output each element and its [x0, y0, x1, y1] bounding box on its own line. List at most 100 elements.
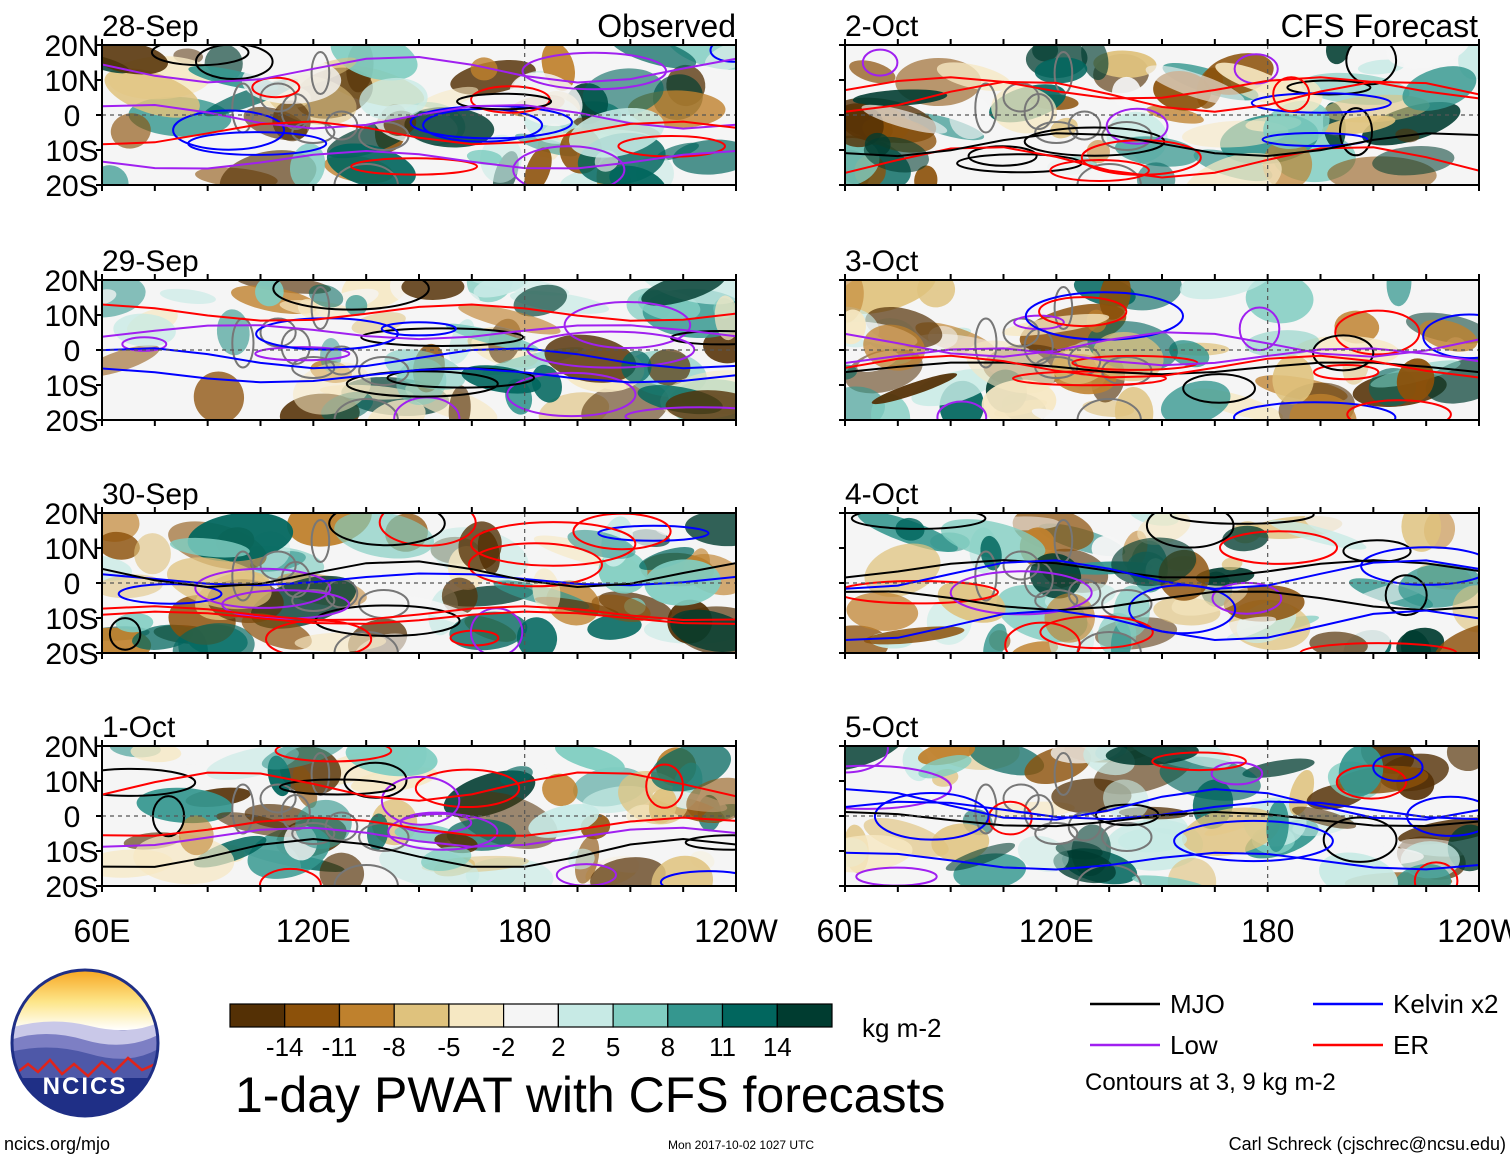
- colorbar-swatch: [612, 1003, 669, 1028]
- anomaly-contour: [328, 513, 446, 547]
- colorbar-swatch: [721, 1003, 778, 1028]
- pwat-anomaly-blob: [524, 147, 552, 185]
- legend-label: Kelvin x2: [1393, 989, 1499, 1019]
- pwat-anomaly-blob: [1169, 340, 1210, 368]
- anomaly-contour: [563, 301, 692, 349]
- anomaly-contour: [1038, 296, 1128, 328]
- anomaly-contour: [102, 324, 736, 341]
- pwat-anomaly-blob: [945, 842, 1016, 871]
- anomaly-contour: [1261, 132, 1369, 147]
- pwat-anomaly-blob: [241, 613, 312, 650]
- pwat-anomaly-blob: [845, 138, 880, 185]
- pwat-anomaly-blob: [1001, 313, 1110, 336]
- pwat-anomaly-blob: [1221, 557, 1243, 571]
- pwat-anomaly-blob: [366, 399, 426, 420]
- y-tick-label: 20N: [44, 498, 99, 531]
- panel-date-label: 29-Sep: [102, 245, 199, 278]
- y-tick-label: 20S: [45, 405, 98, 438]
- anomaly-contour: [380, 775, 461, 826]
- coastline: [1034, 822, 1079, 845]
- pwat-anomaly-blob: [416, 86, 479, 112]
- anomaly-contour: [387, 812, 499, 851]
- anomaly-contour: [1322, 816, 1398, 863]
- anomaly-contour: [278, 778, 397, 796]
- pwat-anomaly-blob: [449, 611, 528, 651]
- anomaly-contour: [102, 303, 736, 322]
- coastline: [1053, 286, 1074, 330]
- pwat-anomaly-blob: [509, 72, 583, 127]
- x-tick-label: 60E: [817, 913, 874, 949]
- colorbar-swatch: [557, 1003, 614, 1028]
- pwat-anomaly-blob: [1034, 57, 1088, 84]
- coastline: [1076, 163, 1142, 185]
- anomaly-contour: [1345, 45, 1398, 86]
- y-tick-label: 10S: [45, 135, 98, 168]
- y-tick-label: 20N: [44, 731, 99, 764]
- pwat-anomaly-blob: [1167, 857, 1217, 886]
- coastline: [1067, 110, 1102, 141]
- anomaly-contour: [1250, 92, 1392, 114]
- anomaly-contour: [272, 280, 430, 311]
- legend-label: MJO: [1170, 989, 1225, 1019]
- pwat-anomaly-blob: [326, 143, 416, 185]
- panel-date-label: 1-Oct: [102, 711, 176, 744]
- pwat-anomaly-blob: [193, 371, 245, 420]
- coastline: [333, 864, 399, 886]
- anomaly-contour: [597, 524, 710, 542]
- colorbar-swatch: [776, 1003, 833, 1028]
- colorbar-tick-label: -11: [322, 1032, 358, 1062]
- panel-4-Oct: 4-Oct: [839, 478, 1480, 659]
- pwat-anomaly-blob: [846, 592, 919, 631]
- anomaly-contour: [380, 321, 457, 337]
- colorbar-tick-label: -8: [383, 1032, 406, 1062]
- pwat-anomaly-blob: [1086, 139, 1110, 164]
- coastline: [1101, 822, 1153, 852]
- panels-group: 20N10N010S20S28-Sep20N10N010S20S29-Sep20…: [44, 10, 1480, 904]
- colorbar-swatch: [338, 1003, 395, 1028]
- anomaly-contour: [512, 145, 626, 185]
- y-tick-label: 0: [64, 100, 81, 133]
- coastline: [974, 317, 998, 369]
- pwat-anomaly-blob: [308, 284, 344, 308]
- anomaly-contour: [150, 45, 250, 67]
- pwat-anomaly-blob: [1396, 358, 1435, 403]
- coastline: [231, 783, 255, 835]
- pwat-anomaly-blob: [863, 626, 965, 645]
- footer-timestamp: Mon 2017-10-02 1027 UTC: [668, 1138, 814, 1152]
- pwat-anomaly-blob: [704, 45, 736, 71]
- anomaly-contour: [470, 521, 637, 567]
- pwat-anomaly-blob: [1105, 746, 1199, 766]
- panel-date-label: 2-Oct: [845, 10, 919, 43]
- anomaly-contour: [850, 513, 987, 530]
- legend-label: Low: [1170, 1030, 1218, 1060]
- pwat-anomaly-blob: [849, 60, 896, 84]
- coastline: [324, 811, 359, 842]
- anomaly-contour: [845, 746, 889, 774]
- anomaly-contour: [1105, 107, 1169, 145]
- pwat-anomaly-blob: [1031, 408, 1082, 420]
- y-tick-label: 10S: [45, 603, 98, 636]
- pwat-anomaly-blob: [1131, 875, 1207, 886]
- coastline: [333, 398, 399, 420]
- anomaly-contour: [845, 609, 1479, 642]
- anomaly-contour: [1313, 364, 1380, 381]
- coastline: [324, 345, 359, 376]
- y-tick-label: 10S: [45, 836, 98, 869]
- anomaly-contour: [1151, 751, 1247, 772]
- colorbar-unit: kg m-2: [862, 1013, 941, 1043]
- anomaly-contour: [845, 361, 1479, 376]
- colorbar-tick-label: 11: [709, 1032, 736, 1062]
- anomaly-contour: [467, 542, 603, 588]
- coastline: [310, 519, 331, 563]
- y-tick-label: 20N: [44, 30, 99, 63]
- pwat-anomaly-blob: [567, 529, 636, 559]
- anomaly-contour: [1012, 370, 1167, 387]
- observed-column-title: Observed: [597, 8, 736, 44]
- anomaly-contour: [1238, 306, 1281, 352]
- pwat-anomaly-blob: [968, 746, 1045, 776]
- coastline: [259, 317, 297, 348]
- anomaly-contour: [1413, 861, 1459, 886]
- pwat-anomaly-blob: [345, 294, 368, 317]
- pwat-anomaly-blob: [1338, 746, 1384, 797]
